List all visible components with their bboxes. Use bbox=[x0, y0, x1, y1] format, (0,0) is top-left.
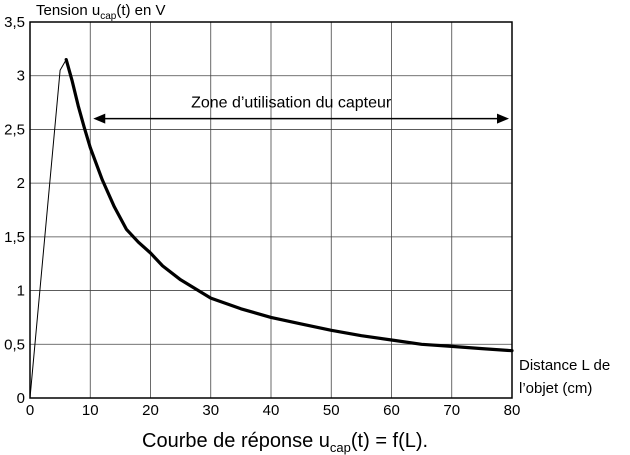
x-tick-label: 50 bbox=[323, 402, 340, 419]
y-tick-label: 1 bbox=[17, 283, 25, 300]
y-tick-label: 0,5 bbox=[4, 336, 25, 353]
x-tick-label: 80 bbox=[504, 402, 521, 419]
y-tick-label: 3 bbox=[17, 68, 25, 85]
x-tick-label: 10 bbox=[82, 402, 99, 419]
x-tick-label: 70 bbox=[443, 402, 460, 419]
response-rise-line bbox=[29, 59, 67, 399]
x-tick-label: 0 bbox=[26, 402, 34, 419]
x-tick-label: 20 bbox=[142, 402, 159, 419]
x-tick-label: 30 bbox=[202, 402, 219, 419]
figure-caption: Courbe de réponse ucap(t) = f(L). bbox=[142, 430, 428, 455]
usage-zone-annotation: Zone d’utilisation du capteur bbox=[93, 95, 509, 124]
usage-zone-label: Zone d’utilisation du capteur bbox=[191, 95, 392, 112]
x-axis-title-line1: Distance L de bbox=[519, 357, 610, 374]
response-curve-line bbox=[64, 57, 514, 353]
plot-frame bbox=[29, 21, 513, 399]
y-tick-label: 2,5 bbox=[4, 121, 25, 138]
tick-labels: 0 10 20 30 40 50 60 70 80 0 0,5 1 1,5 2 2,5 3 3,5 bbox=[4, 14, 520, 419]
y-tick-label: 0 bbox=[17, 390, 25, 407]
usage-zone-arrowhead-right bbox=[497, 113, 509, 124]
y-tick-label: 1,5 bbox=[4, 229, 25, 246]
x-tick-label: 40 bbox=[263, 402, 280, 419]
y-tick-label: 2 bbox=[17, 175, 25, 192]
grid bbox=[29, 21, 513, 399]
usage-zone-arrowhead-left bbox=[93, 113, 106, 124]
y-axis-title: Tension ucap(t) en V bbox=[36, 2, 166, 22]
x-axis-title-line2: l’objet (cm) bbox=[519, 380, 592, 397]
x-tick-label: 60 bbox=[383, 402, 400, 419]
y-tick-label: 3,5 bbox=[4, 14, 25, 31]
plot-border bbox=[29, 21, 513, 399]
data-series bbox=[29, 57, 514, 399]
